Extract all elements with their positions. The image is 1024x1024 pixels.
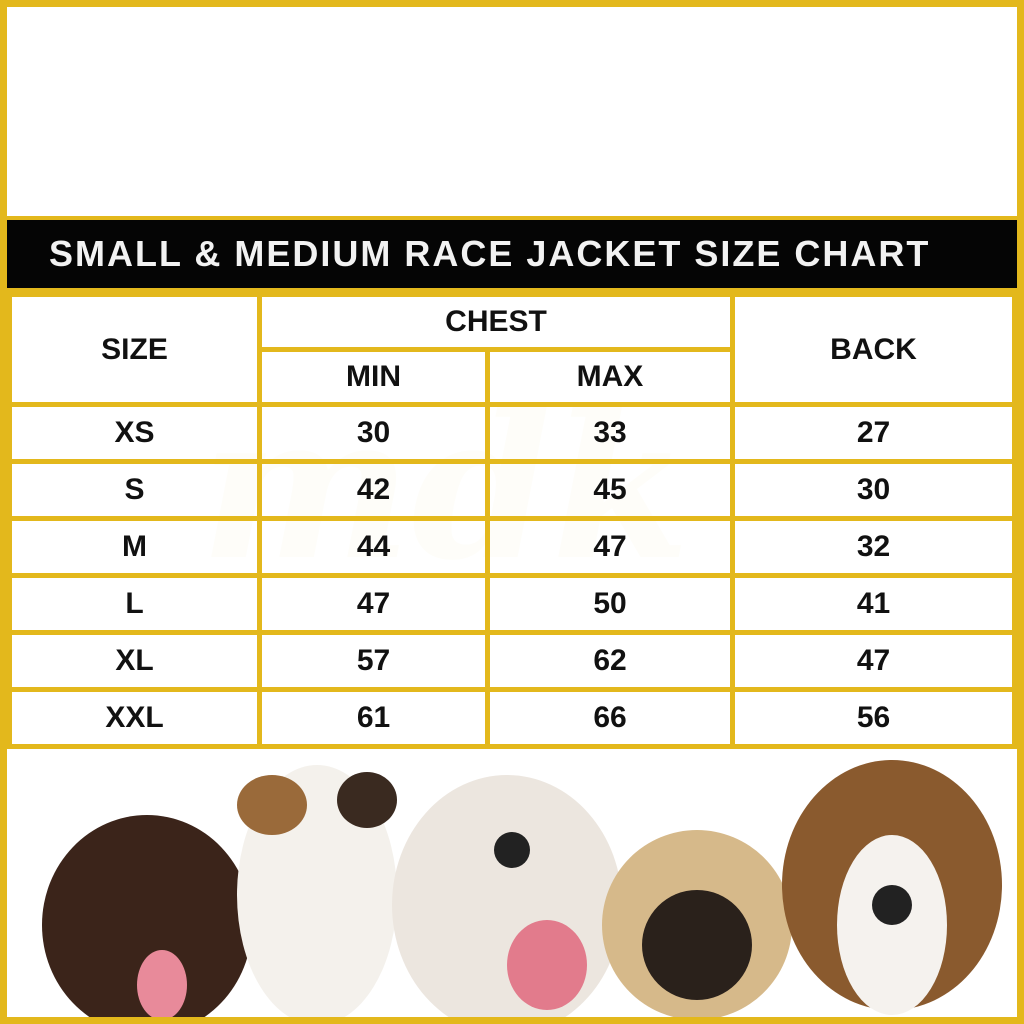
table-row: S 42 45 30 [7, 459, 1017, 521]
cell-max: 66 [485, 687, 735, 749]
dog-brown [42, 815, 252, 1017]
cell-back: 41 [730, 573, 1017, 635]
cell-size: XXL [7, 687, 262, 749]
cell-min: 30 [257, 402, 490, 464]
table-row: XXL 61 66 56 [7, 687, 1017, 749]
header-min: MIN [257, 347, 490, 407]
cell-size: L [7, 573, 262, 635]
table-row: XS 30 33 27 [7, 402, 1017, 464]
cell-min: 61 [257, 687, 490, 749]
cell-size: S [7, 459, 262, 521]
header-chest: CHEST [257, 292, 735, 352]
dog-beagle [782, 760, 1002, 1015]
cell-max: 50 [485, 573, 735, 635]
table-row: M 44 47 32 [7, 516, 1017, 578]
cell-max: 47 [485, 516, 735, 578]
header-size: SIZE [7, 292, 262, 407]
header-back: BACK [730, 292, 1017, 407]
dogs-illustration [42, 760, 1002, 1017]
cell-size: M [7, 516, 262, 578]
cell-back: 30 [730, 459, 1017, 521]
cell-max: 45 [485, 459, 735, 521]
cell-max: 62 [485, 630, 735, 692]
dog-jack-russell [237, 765, 397, 1017]
cell-back: 27 [730, 402, 1017, 464]
size-table: SIZE CHEST BACK MIN MAX XS 30 33 27 S 42 45 30 M… [7, 292, 1017, 749]
cell-min: 42 [257, 459, 490, 521]
dog-bulldog [392, 775, 622, 1017]
cell-back: 47 [730, 630, 1017, 692]
dog-pug [602, 830, 792, 1017]
cell-min: 57 [257, 630, 490, 692]
header-max: MAX [485, 347, 735, 407]
cell-size: XL [7, 630, 262, 692]
table-row: XL 57 62 47 [7, 630, 1017, 692]
cell-min: 47 [257, 573, 490, 635]
cell-back: 32 [730, 516, 1017, 578]
cell-min: 44 [257, 516, 490, 578]
chart-title: SMALL & MEDIUM RACE JACKET SIZE CHART [7, 216, 1017, 292]
cell-back: 56 [730, 687, 1017, 749]
table-row: L 47 50 41 [7, 573, 1017, 635]
cell-size: XS [7, 402, 262, 464]
cell-max: 33 [485, 402, 735, 464]
